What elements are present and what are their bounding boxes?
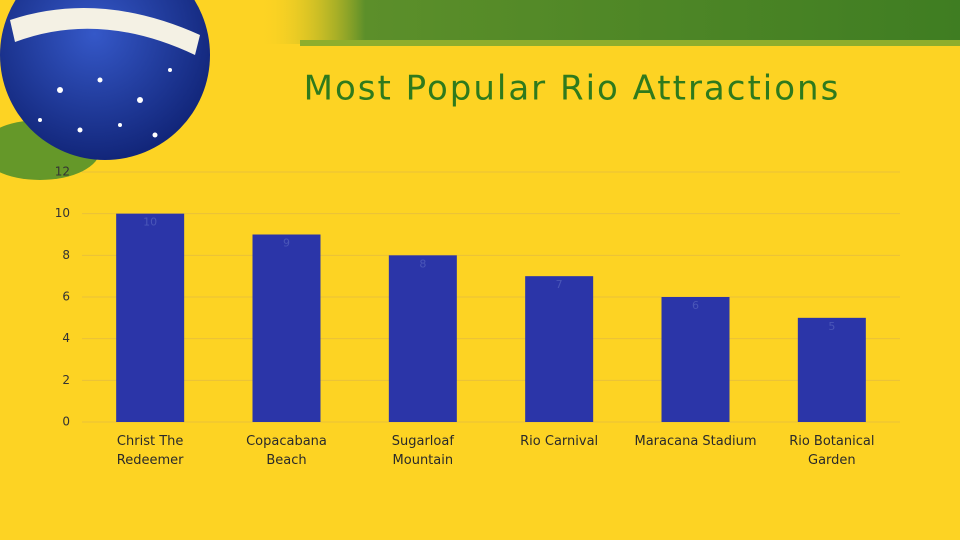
y-tick-label: 0 <box>62 415 70 429</box>
green-band <box>260 0 960 44</box>
x-tick-label: Christ The Redeemer <box>116 434 184 468</box>
bar <box>525 276 594 422</box>
bar <box>116 213 185 422</box>
bar <box>661 297 730 422</box>
x-tick-label: Copacabana Beach <box>246 434 327 468</box>
chart-title: Most Popular Rio Attractions <box>304 69 841 109</box>
y-tick-label: 12 <box>55 165 70 179</box>
globe-ribbon <box>10 8 200 55</box>
value-label: 8 <box>419 257 426 270</box>
bar <box>252 234 321 422</box>
y-tick-label: 10 <box>55 206 70 220</box>
value-label: 5 <box>828 320 835 333</box>
value-label: 9 <box>283 237 290 250</box>
y-tick-label: 6 <box>62 290 70 304</box>
y-tick-label: 4 <box>62 331 70 345</box>
band-edge <box>300 40 960 46</box>
value-label: 10 <box>143 216 157 229</box>
x-tick-label: Rio Carnival <box>520 434 599 449</box>
y-tick-label: 8 <box>62 248 70 262</box>
value-label: 7 <box>556 278 563 291</box>
x-tick-label: Rio Botanical Garden <box>789 434 875 468</box>
bar <box>797 317 866 422</box>
x-tick-label: Sugarloaf Mountain <box>391 434 454 468</box>
y-tick-label: 2 <box>62 373 70 387</box>
globe-stars <box>38 68 172 138</box>
value-label: 6 <box>692 299 699 312</box>
x-tick-label: Maracana Stadium <box>634 434 757 449</box>
bar <box>388 255 457 422</box>
